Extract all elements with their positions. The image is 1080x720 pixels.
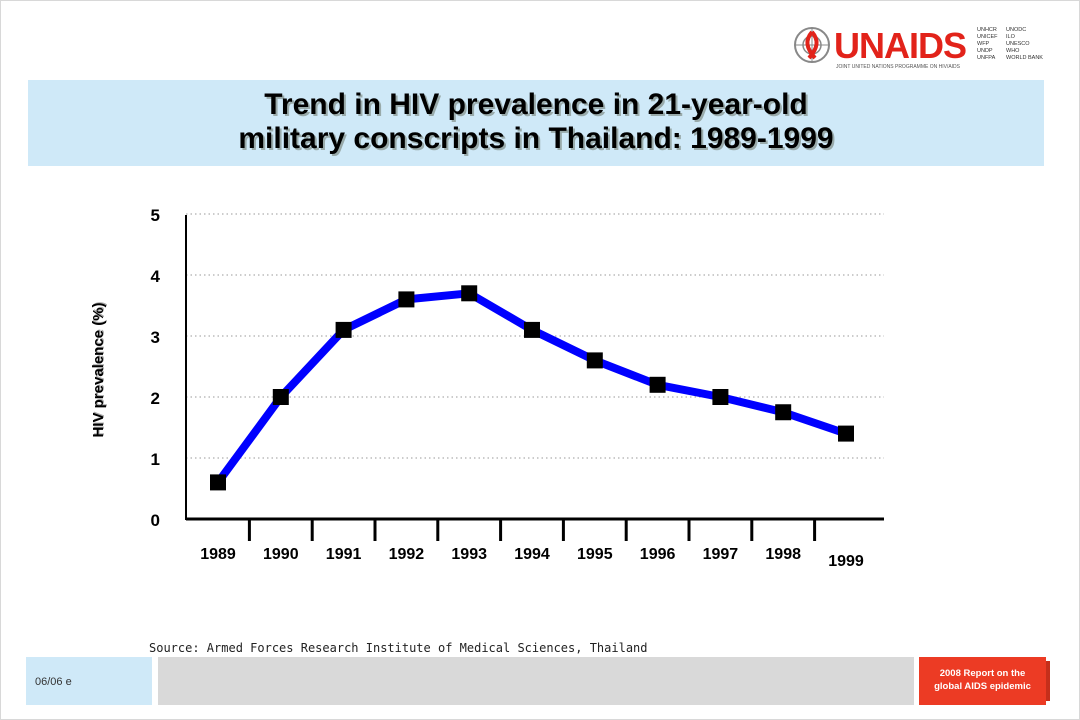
data-point-marker	[272, 389, 289, 405]
data-point-marker	[712, 389, 729, 405]
y-tick-label: 3	[151, 328, 160, 347]
x-tick-label: 1999	[828, 553, 864, 570]
x-tick-label: 1995	[577, 546, 613, 563]
report-badge-text: 2008 Report on the global AIDS epidemic	[919, 667, 1046, 693]
x-tick-label: 1994	[514, 546, 550, 563]
data-point-marker	[210, 474, 226, 491]
data-point-marker	[649, 376, 666, 393]
unaids-logo: UNAIDS JOINT UNITED NATIONS PROGRAMME ON…	[794, 25, 1043, 70]
cosponsor-name: UNICEF	[977, 34, 998, 40]
cosponsor-name: UNHCR	[977, 27, 997, 33]
report-badge: 2008 Report on the global AIDS epidemic	[919, 657, 1050, 705]
x-tick-label: 1991	[326, 546, 362, 563]
data-point-marker	[461, 285, 478, 302]
data-point-marker	[775, 404, 792, 421]
data-markers	[210, 285, 854, 491]
data-point-marker	[524, 321, 540, 338]
data-point-marker	[398, 291, 415, 308]
y-tick-label: 5	[151, 206, 160, 225]
cosponsor-name: UNESCO	[1006, 41, 1030, 47]
x-tick-label: 1989	[200, 546, 236, 563]
report-badge-edge	[1046, 661, 1050, 701]
report-line-2: global AIDS epidemic	[934, 681, 1031, 692]
data-point-marker	[586, 352, 603, 369]
x-tick-label: 1997	[703, 546, 739, 563]
source-note: Source: Armed Forces Research Institute …	[149, 641, 648, 655]
chart-title: Trend in HIV prevalence in 21-year-old m…	[28, 88, 1044, 156]
footer-bar	[158, 657, 914, 705]
report-line-1: 2008 Report on the	[939, 668, 1026, 679]
title-line-1: Trend in HIV prevalence in 21-year-old	[264, 88, 808, 121]
x-tick-label: 1998	[765, 546, 801, 563]
y-tick-label: 2	[151, 389, 160, 408]
slide-code-box: 06/06 e	[26, 657, 152, 705]
y-tick-label: 0	[151, 511, 160, 530]
cosponsor-name: WHO	[1006, 48, 1020, 54]
x-axis-tick-labels: 1989 1990 1991 1992 1993 1994 1995 1996 1997 1998…	[200, 546, 864, 570]
x-tick-label: 1996	[640, 546, 676, 563]
slide-code: 06/06 e	[35, 676, 72, 688]
y-tick-label: 1	[151, 450, 160, 469]
x-tick-label: 1993	[451, 546, 487, 563]
y-axis-tick-labels: 0 1 2 3 4 5	[151, 206, 161, 530]
y-tick-label: 4	[151, 267, 161, 286]
y-axis-label: HIV prevalence (%)	[90, 302, 107, 437]
data-point-marker	[838, 425, 854, 442]
grid-lines	[186, 213, 884, 459]
cosponsor-name: UNODC	[1006, 27, 1026, 33]
logo-tagline: JOINT UNITED NATIONS PROGRAMME ON HIV/AI…	[836, 64, 961, 70]
cosponsor-name: ILO	[1006, 34, 1016, 40]
cosponsor-name: WORLD BANK	[1006, 55, 1043, 61]
title-line-2: military conscripts in Thailand: 1989-19…	[238, 122, 834, 155]
title-band: Trend in HIV prevalence in 21-year-old m…	[28, 80, 1044, 166]
logo-wordmark: UNAIDS	[834, 25, 966, 66]
un-emblem-icon	[794, 27, 830, 63]
cosponsor-name: UNFPA	[977, 55, 996, 61]
cosponsor-name: WFP	[977, 41, 990, 47]
data-point-marker	[335, 321, 352, 338]
x-tick-label: 1992	[389, 546, 425, 563]
cosponsor-name: UNDP	[977, 48, 993, 54]
series-line	[214, 289, 848, 485]
x-tick-label: 1990	[263, 546, 299, 563]
x-axis-ticks	[247, 519, 817, 541]
